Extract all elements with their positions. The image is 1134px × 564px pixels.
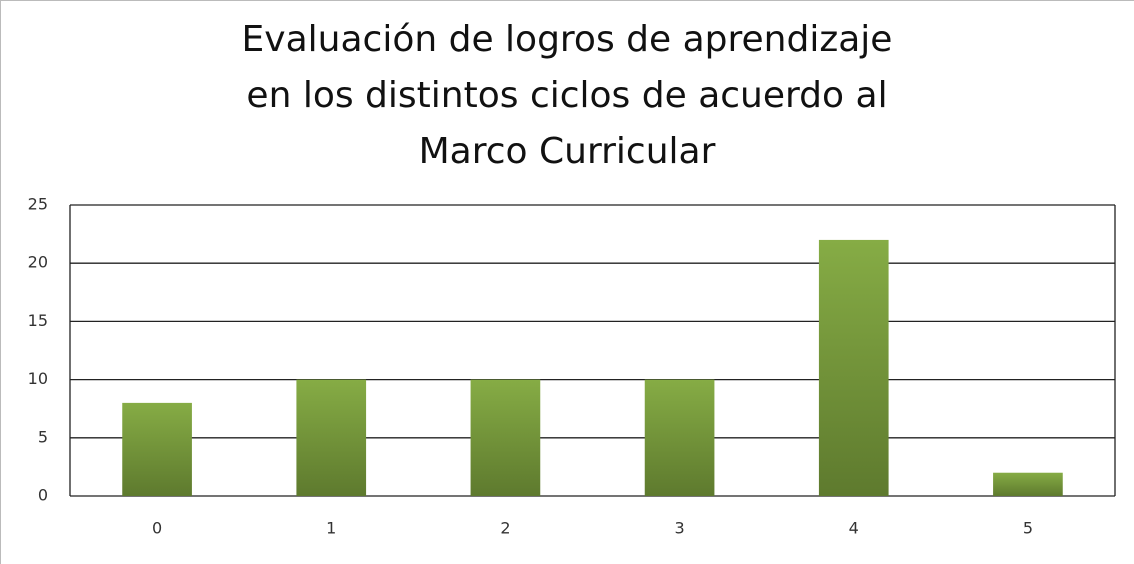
y-tick-label: 10 xyxy=(28,369,48,388)
bar xyxy=(470,379,541,496)
chart-title: Evaluación de logros de aprendizaje en l… xyxy=(241,19,893,172)
x-tick-label: 2 xyxy=(500,519,510,538)
x-tick-label: 3 xyxy=(674,519,684,538)
y-tick-label: 5 xyxy=(38,427,48,446)
y-tick-label: 0 xyxy=(38,486,48,505)
x-tick-label: 1 xyxy=(326,519,336,538)
bar xyxy=(122,402,192,496)
bar xyxy=(818,239,889,497)
x-tick-label: 4 xyxy=(849,519,859,538)
bar xyxy=(644,379,715,496)
x-tick-label: 0 xyxy=(152,519,162,538)
bar xyxy=(993,472,1063,496)
x-tick-label: 5 xyxy=(1023,519,1033,538)
y-tick-label: 15 xyxy=(28,311,48,330)
y-tick-label: 20 xyxy=(28,253,48,272)
y-tick-label: 25 xyxy=(28,195,48,214)
bar xyxy=(296,379,367,496)
